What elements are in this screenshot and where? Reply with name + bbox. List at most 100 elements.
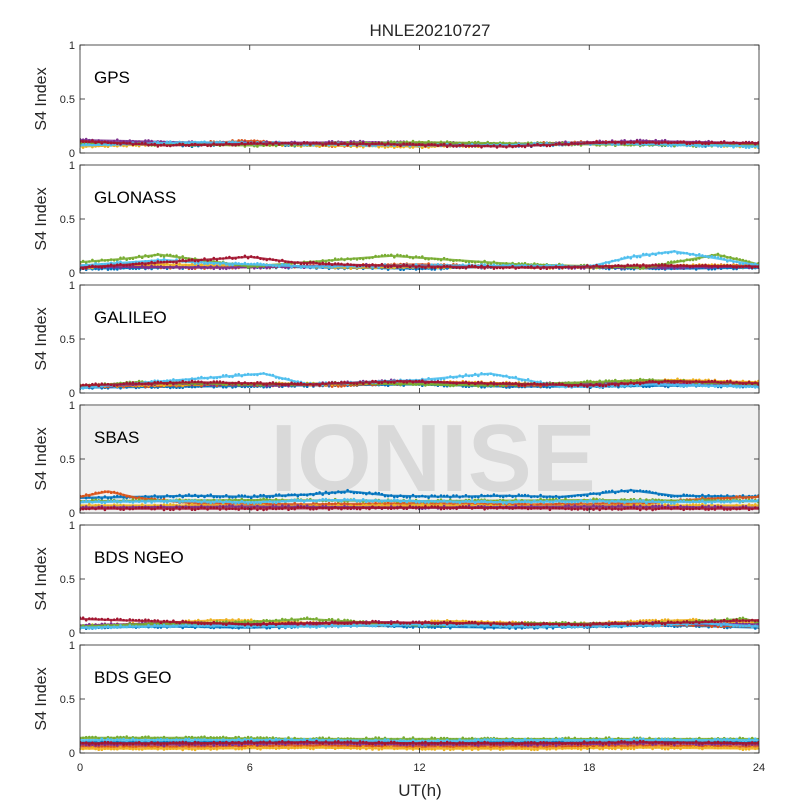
data-point — [729, 258, 732, 262]
data-point — [212, 267, 216, 271]
data-point — [505, 374, 508, 378]
data-point — [645, 265, 648, 269]
data-point — [433, 380, 437, 384]
data-point — [290, 493, 293, 497]
data-point — [645, 139, 648, 142]
data-point — [175, 381, 178, 385]
data-point — [178, 267, 181, 270]
data-point — [670, 260, 673, 264]
data-point — [358, 264, 362, 268]
data-point — [645, 380, 648, 384]
data-point — [744, 264, 748, 268]
data-point — [380, 381, 384, 385]
data-point — [707, 385, 710, 389]
data-point — [377, 145, 381, 149]
data-point — [100, 263, 104, 266]
data-point — [561, 266, 564, 270]
data-point — [548, 144, 552, 148]
data-point — [635, 266, 639, 269]
data-point — [172, 144, 175, 147]
data-point — [726, 264, 729, 267]
data-point — [480, 381, 483, 384]
data-point — [542, 265, 545, 269]
data-point — [116, 145, 119, 148]
data-point — [567, 381, 570, 384]
data-point — [657, 142, 661, 145]
data-point — [109, 141, 113, 145]
data-point — [408, 496, 412, 499]
data-point — [91, 258, 94, 262]
data-point — [660, 493, 664, 497]
data-point — [433, 266, 437, 270]
data-point — [109, 491, 113, 495]
data-point — [610, 265, 614, 269]
data-point — [694, 144, 698, 147]
data-point — [433, 257, 437, 261]
data-point — [200, 263, 203, 267]
data-point — [576, 381, 580, 385]
data-point — [579, 494, 583, 498]
series-7 — [80, 254, 759, 271]
data-point — [268, 381, 272, 385]
data-point — [302, 141, 306, 144]
data-point — [234, 382, 237, 385]
data-point — [265, 143, 269, 146]
data-point — [570, 495, 573, 498]
data-point — [386, 384, 390, 388]
data-point — [638, 142, 642, 145]
data-point — [172, 382, 175, 385]
data-point — [371, 142, 374, 145]
data-point — [221, 495, 225, 498]
data-point — [679, 252, 682, 255]
data-point — [455, 266, 458, 270]
data-point — [240, 494, 244, 497]
data-point — [361, 257, 365, 261]
data-point — [116, 260, 119, 264]
data-point — [228, 266, 231, 270]
data-point — [701, 384, 704, 388]
data-point — [259, 262, 262, 266]
data-point — [729, 141, 732, 145]
data-point — [614, 378, 617, 382]
data-point — [281, 377, 284, 381]
data-point — [421, 255, 424, 258]
data-point — [642, 267, 645, 270]
data-point — [150, 267, 153, 271]
data-point — [445, 264, 449, 268]
data-point — [109, 143, 113, 147]
data-point — [638, 267, 642, 271]
data-point — [750, 384, 754, 388]
data-point — [520, 379, 524, 382]
data-point — [253, 141, 256, 144]
data-point — [741, 145, 745, 148]
data-point — [654, 253, 657, 256]
data-point — [554, 142, 558, 145]
data-point — [405, 496, 409, 499]
data-point — [682, 264, 685, 267]
data-point — [94, 143, 97, 147]
data-point — [710, 140, 714, 144]
data-point — [162, 266, 166, 270]
data-point — [595, 492, 598, 496]
data-point — [747, 264, 751, 268]
data-point — [203, 376, 206, 380]
data-point — [670, 144, 673, 147]
data-point — [495, 373, 499, 377]
data-point — [710, 144, 714, 147]
data-point — [698, 145, 701, 148]
data-point — [598, 493, 601, 496]
data-point — [464, 266, 468, 270]
data-point — [408, 382, 412, 386]
data-point — [417, 264, 421, 268]
data-point — [218, 263, 222, 266]
data-point — [452, 376, 455, 379]
data-point — [722, 384, 726, 388]
data-point — [200, 380, 203, 384]
data-point — [274, 382, 278, 386]
data-point — [265, 385, 269, 388]
data-point — [271, 264, 275, 267]
data-point — [206, 262, 209, 265]
data-point — [175, 379, 178, 382]
data-point — [660, 381, 664, 384]
